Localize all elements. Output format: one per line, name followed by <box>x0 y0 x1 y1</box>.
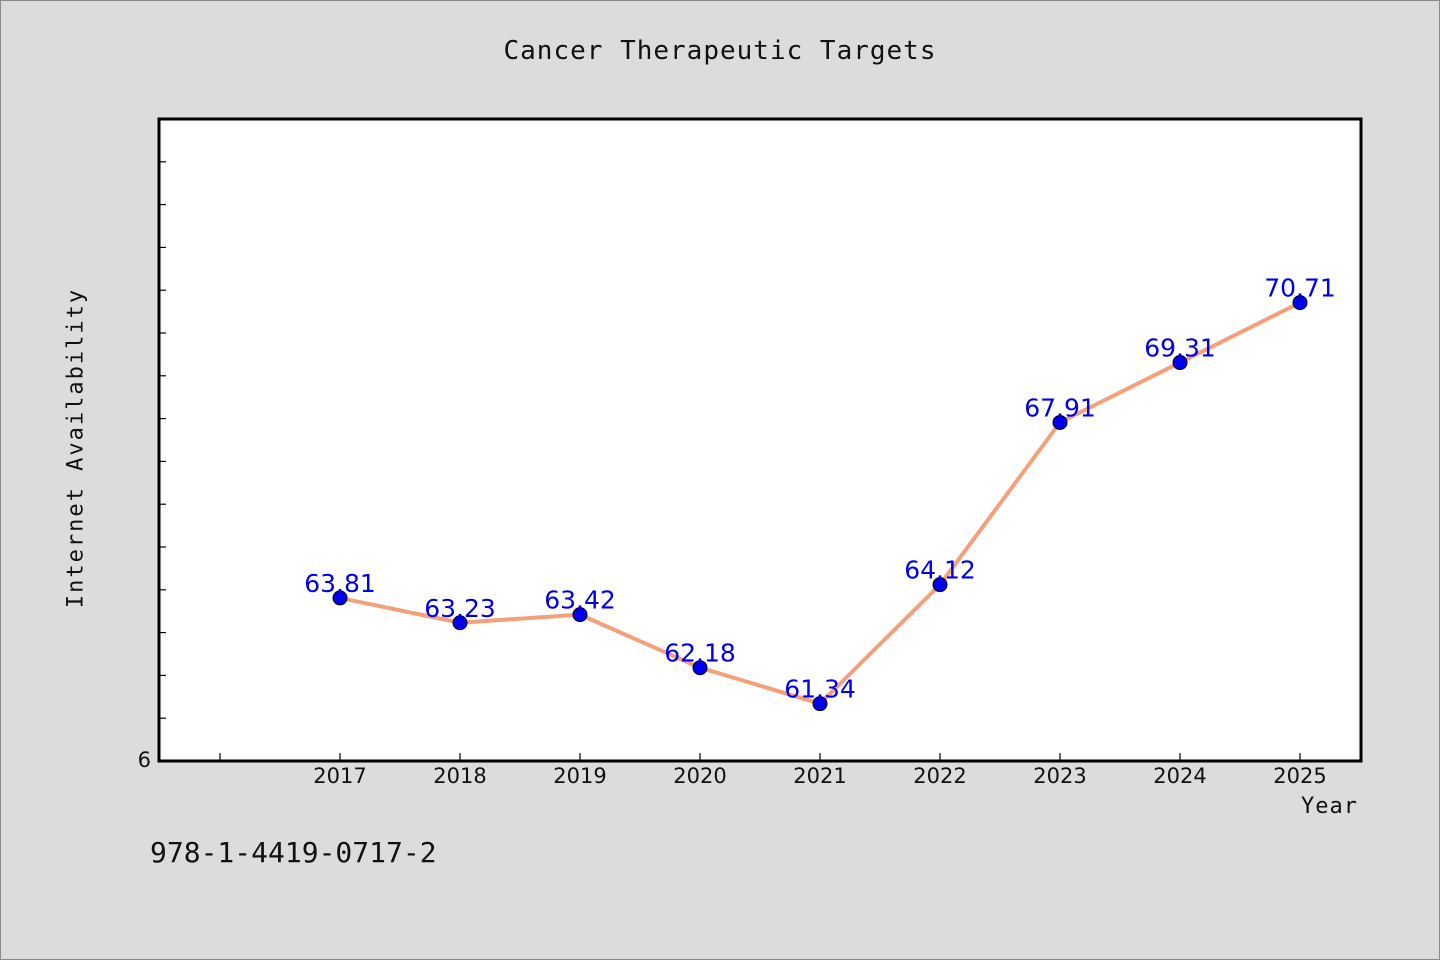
data-label: 67.91 <box>1024 393 1096 422</box>
x-tick-label: 2023 <box>1033 764 1086 788</box>
data-label: 63.81 <box>304 569 376 598</box>
data-point <box>1052 414 1068 430</box>
x-tick-label: 2020 <box>673 764 726 788</box>
data-point <box>932 577 948 593</box>
data-point <box>812 696 828 712</box>
data-label: 64.12 <box>904 556 976 585</box>
x-axis-title: Year <box>1301 794 1358 819</box>
x-tick-label: 2024 <box>1153 764 1206 788</box>
isbn-footer: 978-1-4419-0717-2 <box>150 836 437 869</box>
data-label: 63.42 <box>544 586 616 615</box>
data-label: 69.31 <box>1144 334 1216 363</box>
x-tick-label: 2022 <box>913 764 966 788</box>
data-point <box>692 660 708 676</box>
x-tick-label: 2017 <box>313 764 366 788</box>
data-point <box>332 590 348 606</box>
data-point <box>1172 355 1188 371</box>
chart-title: Cancer Therapeutic Targets <box>503 36 937 66</box>
x-tick-label: 2018 <box>433 764 486 788</box>
x-tick-label: 2025 <box>1273 764 1326 788</box>
data-point <box>452 615 468 631</box>
data-label: 70.71 <box>1264 274 1336 303</box>
data-point <box>572 607 588 623</box>
data-label: 62.18 <box>664 639 736 668</box>
x-tick-label: 2021 <box>793 764 846 788</box>
data-label: 63.23 <box>424 594 496 623</box>
x-tick-label: 2019 <box>553 764 606 788</box>
plot-area <box>157 117 1363 763</box>
data-label: 61.34 <box>784 675 856 704</box>
data-point <box>1292 295 1308 311</box>
y-tick-label: 6 <box>138 748 151 772</box>
